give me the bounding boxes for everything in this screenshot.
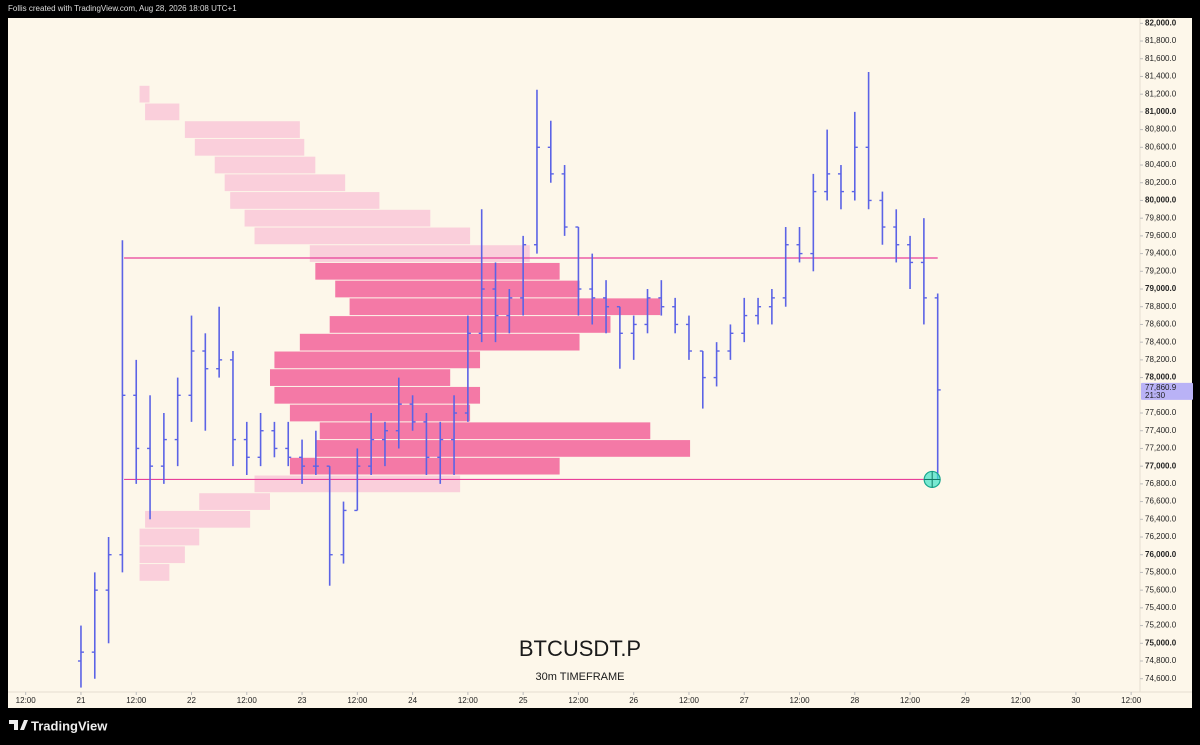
y-tick-label: 76,200.0 xyxy=(1145,532,1177,541)
x-tick-label: 29 xyxy=(961,696,970,705)
x-tick-label: 12:00 xyxy=(900,696,921,705)
y-tick-label: 79,600.0 xyxy=(1145,231,1177,240)
volume-profile-bar xyxy=(139,546,185,564)
last-price-box xyxy=(1141,382,1193,400)
x-tick-label: 12:00 xyxy=(1121,696,1142,705)
volume-profile-bar xyxy=(254,227,471,245)
y-tick-label: 79,200.0 xyxy=(1145,266,1177,275)
y-tick-label: 75,400.0 xyxy=(1145,603,1177,612)
y-tick-label: 77,400.0 xyxy=(1145,426,1177,435)
x-tick-label: 28 xyxy=(850,696,859,705)
x-tick-label: 24 xyxy=(408,696,417,705)
volume-profile-bar xyxy=(230,192,380,209)
y-tick-label: 78,600.0 xyxy=(1145,320,1177,329)
volume-profile-bar xyxy=(274,351,481,369)
last-price-label: 77,860.9 xyxy=(1145,383,1177,392)
x-tick-label: 25 xyxy=(519,696,528,705)
y-tick-label: 80,200.0 xyxy=(1145,178,1177,187)
y-tick-label: 79,800.0 xyxy=(1145,213,1177,222)
x-tick-label: 12:00 xyxy=(568,696,589,705)
y-tick-label: 78,400.0 xyxy=(1145,337,1177,346)
volume-profile-bar xyxy=(145,510,251,528)
y-tick-label: 81,600.0 xyxy=(1145,54,1177,63)
volume-profile-bar xyxy=(329,316,611,333)
y-tick-label: 77,600.0 xyxy=(1145,408,1177,417)
y-tick-label: 77,000.0 xyxy=(1145,461,1177,470)
y-tick-label: 78,200.0 xyxy=(1145,355,1177,364)
volume-profile-bar xyxy=(184,121,300,138)
x-tick-label: 26 xyxy=(629,696,638,705)
y-tick-label: 81,400.0 xyxy=(1145,72,1177,81)
y-tick-label: 74,800.0 xyxy=(1145,656,1177,665)
y-tick-label: 75,600.0 xyxy=(1145,585,1177,594)
volume-profile-bar xyxy=(299,333,580,351)
y-tick-label: 76,800.0 xyxy=(1145,479,1177,488)
volume-profile-bar xyxy=(335,280,580,298)
x-tick-label: 27 xyxy=(740,696,749,705)
volume-profile-bar xyxy=(145,103,180,121)
volume-profile-bar xyxy=(244,209,431,227)
y-tick-label: 82,000.0 xyxy=(1145,18,1177,27)
last-price-countdown: 21:30 xyxy=(1145,391,1166,400)
y-tick-label: 75,000.0 xyxy=(1145,638,1177,647)
volume-profile-bar xyxy=(139,85,150,103)
x-tick-label: 12:00 xyxy=(1011,696,1032,705)
chart-subtitle: 30m TIMEFRAME xyxy=(535,671,624,683)
y-tick-label: 76,000.0 xyxy=(1145,550,1177,559)
volume-profile-bar xyxy=(139,564,170,581)
y-tick-label: 77,200.0 xyxy=(1145,444,1177,453)
header-text: Follis created with TradingView.com, Aug… xyxy=(8,4,237,13)
x-tick-label: 30 xyxy=(1071,696,1080,705)
volume-profile-bar xyxy=(315,440,691,457)
x-tick-label: 12:00 xyxy=(16,696,37,705)
y-tick-label: 80,600.0 xyxy=(1145,142,1177,151)
plot xyxy=(77,72,941,688)
volume-profile-bar xyxy=(349,298,661,316)
brand-name: TradingView xyxy=(31,718,108,733)
volume-profile-bar xyxy=(199,493,270,510)
y-tick-label: 75,200.0 xyxy=(1145,621,1177,630)
y-tick-label: 81,200.0 xyxy=(1145,89,1177,98)
y-tick-label: 81,000.0 xyxy=(1145,107,1177,116)
y-tick-label: 79,400.0 xyxy=(1145,249,1177,258)
volume-profile-bar xyxy=(224,174,346,192)
chart-title: BTCUSDT.P xyxy=(519,636,641,661)
y-tick-label: 81,800.0 xyxy=(1145,36,1177,45)
x-tick-label: 22 xyxy=(187,696,196,705)
y-tick-label: 80,400.0 xyxy=(1145,160,1177,169)
y-tick-label: 78,000.0 xyxy=(1145,373,1177,382)
y-tick-label: 79,000.0 xyxy=(1145,284,1177,293)
x-tick-label: 12:00 xyxy=(237,696,258,705)
volume-profile-bar xyxy=(315,262,560,280)
y-tick-label: 74,600.0 xyxy=(1145,674,1177,683)
x-tick-label: 12:00 xyxy=(458,696,479,705)
volume-profile-bar xyxy=(309,245,530,262)
y-tick-label: 75,800.0 xyxy=(1145,568,1177,577)
volume-profile-bar xyxy=(214,156,316,174)
brand-icon xyxy=(9,720,28,730)
x-tick-label: 12:00 xyxy=(347,696,368,705)
volume-profile-bar xyxy=(139,528,200,546)
y-tick-label: 78,800.0 xyxy=(1145,302,1177,311)
y-tick-label: 80,800.0 xyxy=(1145,125,1177,134)
volume-profile-bar xyxy=(289,404,471,422)
volume-profile-bar xyxy=(194,138,305,156)
x-tick-label: 21 xyxy=(77,696,86,705)
volume-profile-bar xyxy=(269,369,451,386)
volume-profile-bar xyxy=(319,422,651,440)
y-tick-label: 80,000.0 xyxy=(1145,196,1177,205)
x-tick-label: 12:00 xyxy=(790,696,811,705)
x-tick-label: 12:00 xyxy=(126,696,147,705)
x-tick-label: 23 xyxy=(298,696,307,705)
y-tick-label: 76,600.0 xyxy=(1145,497,1177,506)
y-tick-label: 76,400.0 xyxy=(1145,514,1177,523)
x-tick-label: 12:00 xyxy=(679,696,700,705)
brand-logo: TradingView xyxy=(9,718,108,733)
volume-profile-bar xyxy=(274,386,481,404)
